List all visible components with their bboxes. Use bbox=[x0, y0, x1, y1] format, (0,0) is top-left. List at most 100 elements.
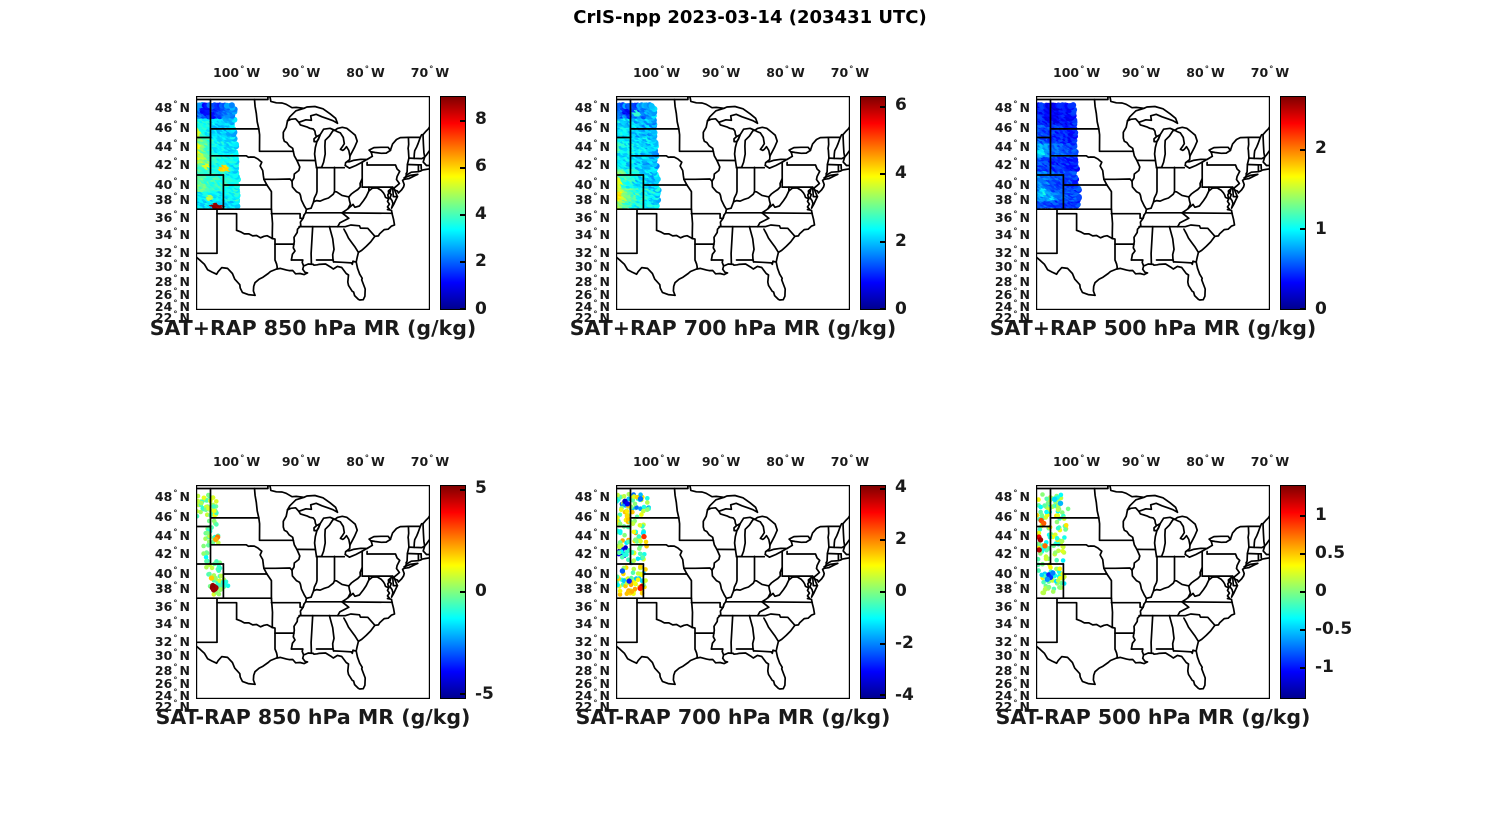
lon-tick-label: 100° W bbox=[633, 65, 681, 81]
state-boundary-path bbox=[1174, 518, 1191, 546]
state-boundary-path bbox=[310, 614, 314, 655]
colorbar-tick bbox=[880, 240, 885, 243]
lat-tick-label: 32° N bbox=[994, 634, 1030, 650]
state-boundary-path bbox=[730, 614, 734, 655]
state-boundary-path bbox=[763, 617, 780, 643]
map-sat-plus-rap-700 bbox=[616, 96, 850, 310]
lat-tick-label: 34° N bbox=[154, 615, 190, 632]
state-boundary-path bbox=[1208, 575, 1230, 589]
map-frame bbox=[616, 485, 850, 699]
state-boundary-path bbox=[842, 522, 846, 547]
panel-sat-plus-rap-850: 100° W 90° W 80° W 70° W 48° N 46° N 44° N 42° N 40° N 38°… bbox=[106, 54, 556, 354]
state-boundary-path bbox=[717, 510, 738, 527]
state-boundary-path bbox=[391, 186, 399, 198]
state-boundary-path bbox=[1110, 208, 1114, 240]
lat-tick-label: 36° N bbox=[154, 210, 190, 226]
state-boundary-path bbox=[1262, 522, 1266, 547]
state-boundary-path bbox=[1172, 260, 1198, 266]
state-boundary-path bbox=[616, 255, 676, 297]
state-boundary-path bbox=[344, 544, 374, 559]
colorbar-tick-label: -5 bbox=[475, 683, 494, 704]
state-boundary-path bbox=[732, 555, 738, 592]
state-boundary-path bbox=[756, 613, 796, 627]
state-boundary-path bbox=[788, 575, 810, 589]
state-boundary-path bbox=[754, 126, 779, 157]
state-boundary-path bbox=[1036, 255, 1096, 297]
state-boundary-path bbox=[1243, 562, 1259, 570]
lat-tick-label: 30° N bbox=[154, 258, 190, 274]
lat-tick-label: 24° N bbox=[154, 298, 190, 314]
panel-title-sat-minus-rap-500: SAT-RAP 500 hPa MR (g/kg) bbox=[995, 705, 1311, 729]
lat-tick-label: 46° N bbox=[994, 509, 1030, 525]
state-boundary-path bbox=[422, 522, 426, 547]
state-boundary-path bbox=[788, 146, 812, 158]
state-boundary-path bbox=[686, 184, 693, 211]
state-boundary-path bbox=[313, 127, 336, 169]
panel-title-sat-minus-rap-850: SAT-RAP 850 hPa MR (g/kg) bbox=[155, 705, 471, 729]
state-boundary-path bbox=[786, 553, 821, 578]
lat-tick-label: 22° N bbox=[154, 699, 190, 715]
lat-tick-label: 48° N bbox=[154, 100, 190, 116]
state-boundary-path bbox=[811, 575, 819, 587]
lat-tick-label: 42° N bbox=[154, 156, 190, 173]
state-boundary-path bbox=[1036, 485, 1145, 499]
state-boundary-path bbox=[1056, 212, 1078, 232]
state-boundary-path bbox=[257, 517, 295, 542]
lat-tick-label: 42° N bbox=[574, 545, 610, 562]
lat-tick-label: 46° N bbox=[154, 120, 190, 136]
state-boundary-path bbox=[756, 224, 796, 238]
lat-tick-label: 46° N bbox=[154, 509, 190, 525]
state-boundary-path bbox=[706, 105, 759, 125]
state-boundary-path bbox=[1183, 228, 1200, 254]
colorbar-tick-label: -1 bbox=[1315, 657, 1334, 678]
colorbar-tick-label: 4 bbox=[895, 476, 907, 497]
lon-tick-label: 90° W bbox=[1121, 65, 1161, 81]
state-boundary-path bbox=[1126, 105, 1179, 125]
state-boundary-path bbox=[332, 649, 358, 655]
lat-tick-label: 36° N bbox=[574, 599, 610, 615]
state-boundary-path bbox=[833, 136, 842, 160]
state-boundary-path bbox=[811, 186, 819, 198]
state-boundary-path bbox=[691, 237, 699, 270]
state-boundary-path bbox=[1176, 224, 1216, 238]
state-boundary-path bbox=[730, 225, 734, 266]
lat-tick-label: 48° N bbox=[994, 100, 1030, 116]
state-boundary-path bbox=[733, 127, 756, 169]
state-boundary-path bbox=[1168, 225, 1175, 263]
state-boundary-path bbox=[616, 644, 676, 686]
state-boundary-path bbox=[756, 600, 770, 617]
state-boundary-path bbox=[1187, 177, 1204, 198]
colorbar-sat-minus-rap-850 bbox=[440, 485, 466, 699]
lat-tick-label: 26° N bbox=[994, 287, 1030, 303]
state-boundary-path bbox=[1263, 148, 1270, 158]
state-boundary-path bbox=[1245, 136, 1250, 175]
state-boundary-path bbox=[636, 212, 658, 232]
lat-tick-label: 48° N bbox=[154, 489, 190, 505]
state-boundary-path bbox=[344, 155, 374, 170]
state-boundary-path bbox=[767, 177, 784, 198]
panel-title-sat-minus-rap-700: SAT-RAP 700 hPa MR (g/kg) bbox=[575, 705, 891, 729]
state-boundary-path bbox=[1110, 597, 1114, 629]
state-boundary-path bbox=[732, 166, 738, 203]
state-boundary-path bbox=[1174, 126, 1199, 157]
state-boundary-path bbox=[1263, 537, 1270, 547]
lon-tick-label: 70° W bbox=[830, 454, 870, 470]
state-boundary-path bbox=[1176, 211, 1190, 228]
state-boundary-path bbox=[1103, 178, 1133, 183]
state-boundary-path bbox=[1150, 225, 1154, 266]
state-boundary-path bbox=[677, 128, 715, 153]
state-boundary-path bbox=[678, 548, 688, 575]
lat-tick-label: 48° N bbox=[574, 489, 610, 505]
state-boundary-path bbox=[636, 601, 658, 621]
state-boundary-path bbox=[683, 567, 713, 572]
state-boundary-path bbox=[767, 585, 772, 599]
state-boundary-path bbox=[305, 190, 350, 211]
state-boundary-path bbox=[1110, 601, 1145, 609]
state-boundary-path bbox=[423, 537, 430, 547]
state-boundary-path bbox=[767, 566, 784, 587]
colorbar-tick bbox=[460, 489, 465, 492]
lat-tick-label: 26° N bbox=[994, 676, 1030, 692]
lon-tick-label: 80° W bbox=[346, 65, 385, 81]
state-boundary-path bbox=[347, 585, 352, 599]
state-boundary-path bbox=[1092, 567, 1246, 690]
